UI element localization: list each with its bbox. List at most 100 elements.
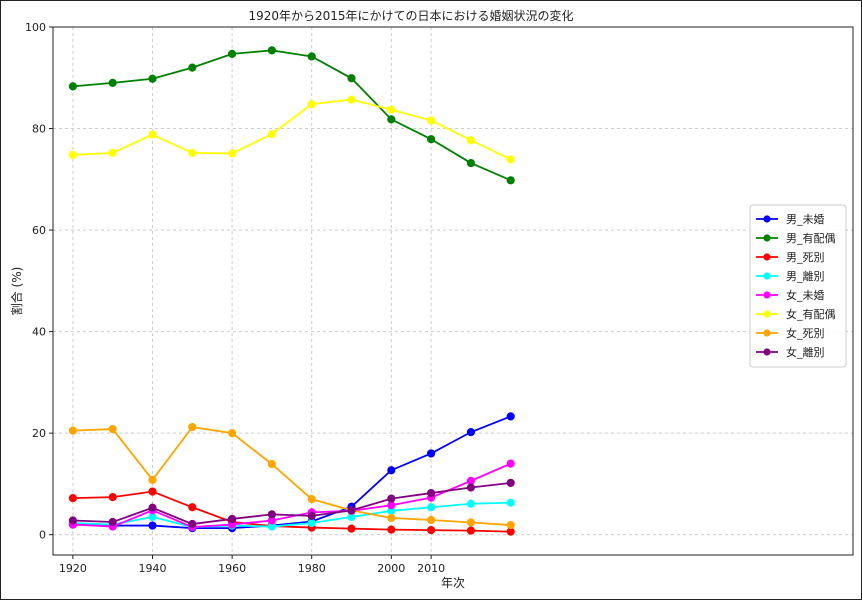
y-tick-label: 0 <box>39 529 46 542</box>
legend-marker <box>763 215 771 223</box>
series-layer <box>68 46 515 536</box>
legend-entry: 男_有配偶 <box>786 231 836 245</box>
data-point-女_死別 <box>148 475 157 484</box>
series-line-男_未婚 <box>72 415 512 529</box>
legend-marker <box>763 310 771 318</box>
data-point-男_有配偶 <box>427 135 436 144</box>
data-point-男_離別 <box>427 503 436 512</box>
legend-entry: 男_離別 <box>786 269 825 283</box>
x-tick-label: 1980 <box>298 562 326 575</box>
data-point-男_有配偶 <box>108 78 117 87</box>
legend-entry: 女_有配偶 <box>786 307 836 321</box>
x-tick-label: 1920 <box>59 562 87 575</box>
x-tick-label: 2000 <box>377 562 405 575</box>
data-point-女_有配偶 <box>347 95 356 104</box>
series-line-男_離別 <box>72 501 511 528</box>
data-point-女_離別 <box>267 510 277 519</box>
data-point-男_有配偶 <box>307 52 316 61</box>
data-point-女_離別 <box>427 488 436 498</box>
data-point-女_離別 <box>506 478 515 488</box>
legend-marker <box>763 348 771 356</box>
data-point-男_未婚 <box>148 521 157 530</box>
data-point-男_死別 <box>108 493 117 502</box>
data-point-男_死別 <box>427 526 436 535</box>
data-point-女_死別 <box>68 426 78 435</box>
data-point-女_有配偶 <box>387 105 396 114</box>
data-point-男_有配偶 <box>228 49 237 59</box>
data-point-女_死別 <box>188 422 197 432</box>
data-point-男_離別 <box>506 498 515 507</box>
series-line-女_離別 <box>72 482 511 525</box>
data-point-女_死別 <box>466 518 476 527</box>
series-line-女_死別 <box>72 426 511 526</box>
data-point-女_有配偶 <box>307 100 316 109</box>
series-line-女_有配偶 <box>72 98 512 161</box>
data-point-女_死別 <box>427 515 436 525</box>
legend-entry: 女_死別 <box>786 326 825 340</box>
data-point-男_有配偶 <box>188 63 197 72</box>
data-point-女_有配偶 <box>228 149 237 158</box>
data-point-男_有配偶 <box>466 158 476 168</box>
data-point-女_未婚 <box>506 459 515 468</box>
data-point-女_死別 <box>387 513 396 523</box>
data-point-男_有配偶 <box>68 82 78 91</box>
legend-entry: 男_死別 <box>786 251 825 264</box>
data-point-女_離別 <box>466 483 476 492</box>
data-point-女_離別 <box>108 517 117 527</box>
legend-box <box>749 204 847 368</box>
data-point-男_死別 <box>387 525 396 534</box>
y-tick-label: 80 <box>32 123 46 136</box>
data-point-女_死別 <box>267 460 277 469</box>
data-point-女_有配偶 <box>108 148 117 158</box>
y-axis-label: 割合 (%) <box>9 267 24 316</box>
legend-marker <box>763 253 771 261</box>
legend-entry: 女_未婚 <box>786 288 825 302</box>
y-tick-label: 20 <box>32 427 46 440</box>
data-point-男_死別 <box>466 526 476 535</box>
axes <box>52 26 854 556</box>
x-tick-label: 1960 <box>218 562 246 575</box>
y-tick-label: 100 <box>25 21 46 34</box>
legend-marker <box>763 234 771 242</box>
data-point-男_未婚 <box>466 428 476 437</box>
data-point-女_死別 <box>108 424 117 434</box>
data-point-男_有配偶 <box>267 46 277 55</box>
data-point-女_離別 <box>68 516 78 525</box>
ticks: 1920 1940 1960 1980 2000 2010 0 20 40 60 80 100 <box>25 21 445 575</box>
data-point-女_離別 <box>148 503 157 512</box>
data-point-男_有配偶 <box>387 115 396 124</box>
grid <box>53 26 853 555</box>
data-point-女_有配偶 <box>267 130 277 139</box>
series-line-男_死別 <box>72 490 511 533</box>
data-point-女_有配偶 <box>427 116 436 125</box>
legend-marker <box>763 329 771 337</box>
data-point-女_有配偶 <box>506 155 515 164</box>
data-point-女_離別 <box>188 519 197 529</box>
data-point-女_死別 <box>228 429 237 438</box>
data-point-女_有配偶 <box>466 136 476 145</box>
legend-entry: 男_未婚 <box>786 212 825 226</box>
legend-entry: 女_離別 <box>786 345 825 359</box>
y-tick-label: 60 <box>32 224 46 237</box>
data-point-男_未婚 <box>506 412 515 421</box>
data-point-女_死別 <box>506 520 515 530</box>
data-point-男_死別 <box>68 494 78 503</box>
data-point-男_死別 <box>148 487 157 496</box>
data-point-女_離別 <box>307 511 316 521</box>
data-point-男_有配偶 <box>506 176 515 185</box>
data-point-女_離別 <box>228 514 237 524</box>
legend-marker <box>763 291 771 299</box>
data-point-男_未婚 <box>427 449 436 458</box>
data-point-男_死別 <box>347 524 356 533</box>
data-point-男_有配偶 <box>148 74 157 83</box>
y-tick-label: 40 <box>32 326 46 339</box>
data-point-女_有配偶 <box>148 130 157 139</box>
x-tick-label: 1940 <box>139 562 167 575</box>
plot-area-border <box>52 26 854 556</box>
data-point-女_離別 <box>347 506 356 515</box>
data-point-女_離別 <box>387 494 396 503</box>
chart-title: 1920年から2015年にかけての日本における婚姻状況の変化 <box>248 8 573 23</box>
